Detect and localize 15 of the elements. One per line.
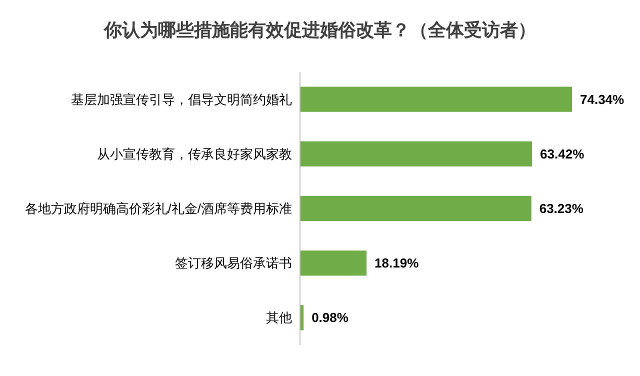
y-tick-label: 各地方政府明确高价彩礼/礼金/酒席等费用标准 xyxy=(24,201,292,216)
bar xyxy=(300,86,572,112)
y-tick-label: 其他 xyxy=(266,310,292,326)
data-label: 63.42% xyxy=(540,146,585,162)
data-label: 0.98% xyxy=(312,310,349,326)
bar xyxy=(300,250,367,276)
data-label: 74.34% xyxy=(580,92,625,107)
bar xyxy=(300,196,532,222)
y-tick-label: 基层加强宣传引导，倡导文明简约婚礼 xyxy=(71,92,292,107)
y-tick-label: 签订移风易俗承诺书 xyxy=(175,256,292,271)
chart-title: 你认为哪些措施能有效促进婚俗改革？（全体受访者） xyxy=(103,20,536,40)
bar xyxy=(300,141,532,166)
data-label: 18.19% xyxy=(374,256,420,271)
y-tick-label: 从小宣传教育，传承良好家风家教 xyxy=(97,146,292,162)
data-label: 63.23% xyxy=(539,201,584,216)
